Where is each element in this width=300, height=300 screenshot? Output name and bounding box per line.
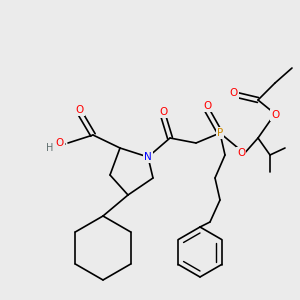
Text: O: O xyxy=(159,107,167,117)
Text: O: O xyxy=(230,88,238,98)
Text: O: O xyxy=(76,105,84,115)
Text: O: O xyxy=(56,138,64,148)
Text: N: N xyxy=(144,152,152,162)
Text: P: P xyxy=(217,128,223,138)
Text: O: O xyxy=(271,110,279,120)
Text: O: O xyxy=(203,101,211,111)
Text: H: H xyxy=(46,143,54,153)
Text: O: O xyxy=(237,148,245,158)
